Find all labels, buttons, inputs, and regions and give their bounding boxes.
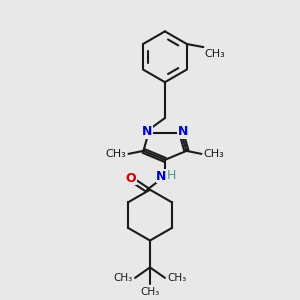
- Text: H: H: [167, 169, 176, 182]
- Text: N: N: [178, 125, 188, 138]
- Text: CH₃: CH₃: [140, 287, 160, 297]
- Text: CH₃: CH₃: [205, 49, 226, 58]
- Text: CH₃: CH₃: [105, 149, 126, 159]
- Text: CH₃: CH₃: [113, 273, 133, 283]
- Text: N: N: [156, 170, 167, 183]
- Text: CH₃: CH₃: [203, 149, 224, 159]
- Text: CH₃: CH₃: [167, 273, 187, 283]
- Text: O: O: [125, 172, 136, 185]
- Text: N: N: [142, 125, 152, 138]
